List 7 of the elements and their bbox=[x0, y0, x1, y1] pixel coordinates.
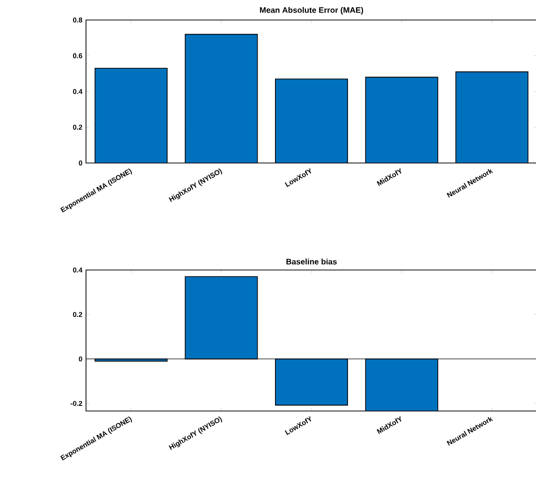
bar bbox=[275, 78, 348, 163]
bar bbox=[365, 76, 438, 163]
bar bbox=[94, 68, 168, 163]
bar bbox=[455, 71, 528, 163]
bar bbox=[185, 34, 258, 163]
chart-title: Mean Absolute Error (MAE) bbox=[260, 7, 364, 14]
chart-title: Baseline bias bbox=[286, 258, 337, 264]
